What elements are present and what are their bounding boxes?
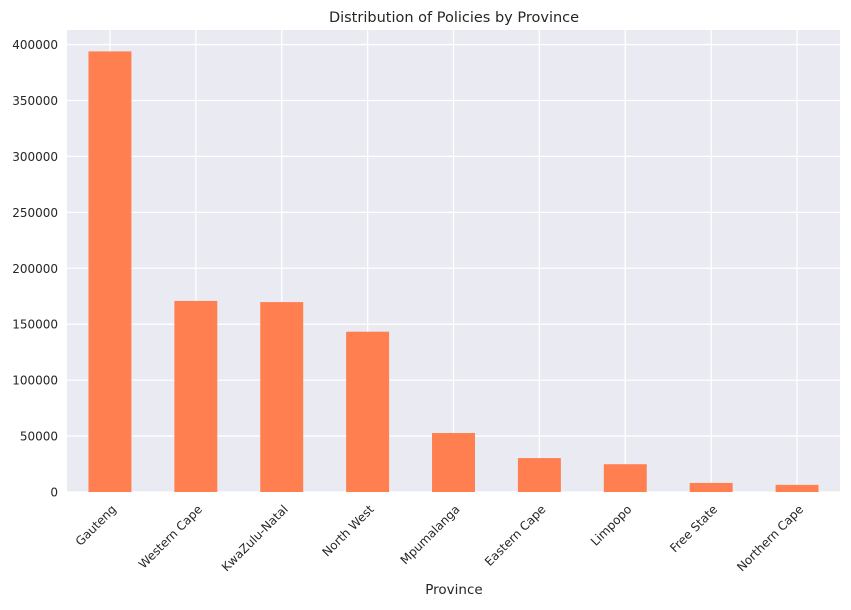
y-tick-label: 200000 — [12, 262, 58, 276]
y-tick-label: 50000 — [20, 430, 58, 444]
x-tick-label: Northern Cape — [734, 502, 806, 574]
y-tick-label: 0 — [50, 486, 58, 500]
bar-western-cape — [174, 300, 218, 492]
y-tick-label: 300000 — [12, 150, 58, 164]
x-tick-label: Limpopo — [588, 502, 634, 548]
chart-title: Distribution of Policies by Province — [329, 10, 579, 26]
bar-northern-cape — [775, 484, 819, 492]
x-tick-label: Eastern Cape — [482, 502, 549, 569]
bar-eastern-cape — [517, 458, 561, 492]
y-tick-label: 350000 — [12, 94, 58, 108]
x-tick-label: North West — [320, 502, 377, 559]
bar-gauteng — [88, 51, 132, 493]
y-tick-labels: 0 50000 100000 150000 200000 250000 300000 3500… — [12, 38, 58, 499]
y-tick-label: 150000 — [12, 318, 58, 332]
y-tick-label: 400000 — [12, 38, 58, 52]
x-axis-label: Province — [425, 582, 482, 598]
bar-limpopo — [603, 464, 647, 492]
x-tick-label: Western Cape — [136, 502, 205, 571]
y-tick-label: 100000 — [12, 374, 58, 388]
x-tick-label: KwaZulu-Natal — [219, 502, 291, 574]
x-tick-labels: Gauteng Western Cape KwaZulu-Natal North We… — [73, 502, 806, 574]
bar-kwazulu-natal — [260, 302, 304, 492]
x-tick-label: Gauteng — [73, 502, 119, 548]
bars — [88, 51, 819, 493]
y-tick-label: 250000 — [12, 206, 58, 220]
x-tick-label: Free State — [667, 502, 720, 555]
bar-north-west — [346, 331, 390, 492]
bar-free-state — [689, 482, 733, 492]
bar-mpumalanga — [432, 433, 475, 492]
x-tick-label: Mpumalanga — [398, 502, 463, 567]
